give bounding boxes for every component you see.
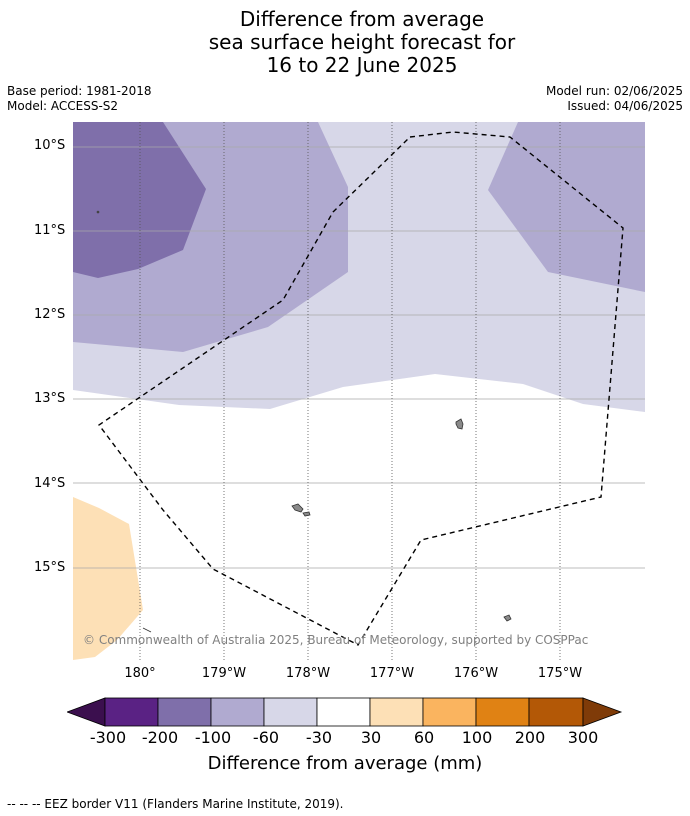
colorbar-extend-low [67,697,106,727]
colorbar-label-minus200: -200 [141,728,179,747]
colorbar-label-minus60: -60 [252,728,280,747]
sea-surface-map [73,122,645,660]
colorbar-swatch-8 [475,697,530,727]
colorbar-swatch-7 [422,697,477,727]
colorbar-swatch-2 [157,697,212,727]
lat-label-15s: 15°S [34,560,66,575]
lat-label-11s: 11°S [34,223,66,238]
chart-title: Difference from average sea surface heig… [0,8,690,77]
title-line-2: sea surface height forecast for [208,30,516,54]
meta-left: Base period: 1981-2018 Model: ACCESS-S2 [7,84,152,114]
colorbar-swatch-1 [104,697,159,727]
lon-label-180: 180° [124,666,156,681]
island-east [455,418,464,430]
lon-label-178w: 178°W [285,666,331,681]
colorbar [67,697,623,727]
colorbar-swatch-4 [263,697,318,727]
eez-legend-note: -- -- -- EEZ border V11 (Flanders Marine… [7,797,344,811]
anomaly-band-plus30-60 [73,497,143,660]
colorbar-swatch-9 [528,697,584,727]
lon-label-179w: 179°W [201,666,247,681]
island-south [503,614,512,622]
lat-label-10s: 10°S [34,138,66,153]
colorbar-swatch-6 [369,697,424,727]
colorbar-extend-high [582,697,623,727]
lon-label-177w: 177°W [369,666,415,681]
islands [96,210,512,633]
colorbar-label-30: 30 [360,728,382,747]
lat-label-12s: 12°S [34,307,66,322]
model-name: Model: ACCESS-S2 [7,99,119,113]
title-line-3: 16 to 22 June 2025 [266,53,458,77]
eez-border-line [97,131,624,646]
lat-label-14s: 14°S [34,476,66,491]
model-run: Model run: 02/06/2025 [545,84,683,98]
island-northwest [96,210,100,214]
copyright-notice: © Commonwealth of Australia 2025, Bureau… [83,633,589,647]
colorbar-label-60: 60 [413,728,435,747]
colorbar-label-minus300: -300 [89,728,127,747]
title-line-1: Difference from average [239,7,485,31]
colorbar-label-200: 200 [514,728,546,747]
colorbar-label-minus30: -30 [305,728,333,747]
latitude-gridlines [73,146,645,569]
issued-date: Issued: 04/06/2025 [567,99,683,113]
island-southwest [142,627,152,633]
lon-label-176w: 176°W [453,666,499,681]
anomaly-band-minus100-200 [73,122,206,278]
base-period: Base period: 1981-2018 [7,84,152,98]
meta-right: Model run: 02/06/2025 Issued: 04/06/2025 [546,84,683,114]
colorbar-label-100: 100 [461,728,493,747]
colorbar-swatch-5 [316,697,371,727]
island-central-1 [291,503,304,513]
colorbar-swatch-3 [210,697,265,727]
colorbar-label-minus100: -100 [194,728,232,747]
lon-label-175w: 175°W [537,666,583,681]
island-central-2 [302,511,311,517]
lat-label-13s: 13°S [34,391,66,406]
anomaly-band-minus60-100-east [488,122,645,292]
colorbar-label-300: 300 [567,728,599,747]
colorbar-title: Difference from average (mm) [207,753,483,774]
